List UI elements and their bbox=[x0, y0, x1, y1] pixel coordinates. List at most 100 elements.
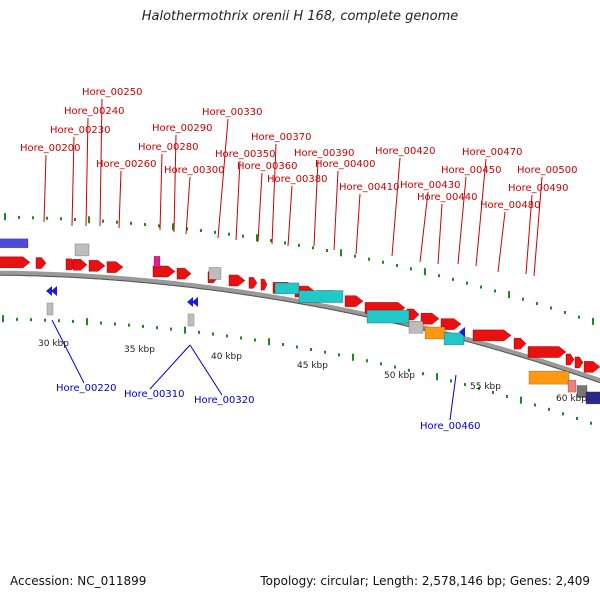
tick-mark bbox=[60, 217, 62, 221]
gene-box bbox=[528, 370, 570, 385]
reverse-arrow bbox=[187, 297, 193, 307]
gene-box bbox=[46, 302, 54, 316]
gene-label-hore-00500[interactable]: Hore_00500 bbox=[517, 165, 578, 176]
tick-mark bbox=[452, 277, 454, 281]
gene-label-hore-00280[interactable]: Hore_00280 bbox=[138, 142, 199, 153]
leader-line bbox=[355, 193, 361, 255]
leader-line bbox=[287, 185, 293, 247]
tick-mark bbox=[536, 302, 538, 306]
gene-label-hore-00330[interactable]: Hore_00330 bbox=[202, 107, 263, 118]
tick-mark bbox=[46, 216, 48, 220]
gene-label-hore-00490[interactable]: Hore_00490 bbox=[508, 183, 569, 194]
tick-mark bbox=[44, 318, 46, 322]
label-leader-lines bbox=[43, 98, 543, 421]
leader-line bbox=[185, 176, 191, 235]
gene-label-hore-00320[interactable]: Hore_00320 bbox=[194, 395, 255, 406]
tick-mark bbox=[590, 421, 592, 425]
scale-label: 35 kbp bbox=[124, 345, 155, 355]
tick-mark bbox=[198, 330, 200, 334]
tick-mark bbox=[354, 254, 356, 258]
backbone-shadow bbox=[0, 274, 600, 384]
leader-line bbox=[475, 158, 487, 267]
cds-arrow bbox=[527, 346, 567, 358]
leader-line bbox=[333, 170, 339, 251]
tick-mark bbox=[422, 372, 424, 376]
tick-mark bbox=[184, 326, 186, 334]
gene-label-hore-00470[interactable]: Hore_00470 bbox=[462, 147, 523, 158]
tick-mark bbox=[564, 310, 566, 314]
tick-mark bbox=[550, 306, 552, 310]
tick-mark bbox=[30, 318, 32, 322]
gene-label-hore-00430[interactable]: Hore_00430 bbox=[400, 180, 461, 191]
tick-mark bbox=[340, 249, 342, 257]
tick-mark bbox=[268, 338, 270, 346]
genome-summary-text: Topology: circular; Length: 2,578,146 bp… bbox=[260, 574, 590, 588]
gene-label-hore-00290[interactable]: Hore_00290 bbox=[152, 123, 213, 134]
tick-mark bbox=[410, 267, 412, 271]
tick-mark bbox=[438, 274, 440, 278]
rna-box bbox=[366, 309, 410, 324]
scale-label: 45 kbp bbox=[297, 361, 328, 371]
tick-mark bbox=[282, 343, 284, 347]
tick-mark bbox=[186, 227, 188, 231]
gene-label-hore-00360[interactable]: Hore_00360 bbox=[237, 161, 298, 172]
gene-label-hore-00230[interactable]: Hore_00230 bbox=[50, 125, 111, 136]
tick-mark bbox=[240, 336, 242, 340]
leader-line bbox=[149, 344, 191, 390]
tick-mark bbox=[58, 319, 60, 323]
gene-label-hore-00200[interactable]: Hore_00200 bbox=[20, 143, 81, 154]
gene-label-hore-00260[interactable]: Hore_00260 bbox=[96, 159, 157, 170]
gene-label-hore-00450[interactable]: Hore_00450 bbox=[441, 165, 502, 176]
tick-mark bbox=[130, 221, 132, 225]
gene-label-hore-00250[interactable]: Hore_00250 bbox=[82, 87, 143, 98]
gene-label-hore-00440[interactable]: Hore_00440 bbox=[417, 192, 478, 203]
tick-mark bbox=[200, 229, 202, 233]
leader-line bbox=[43, 154, 47, 223]
gene-label-hore-00390[interactable]: Hore_00390 bbox=[294, 148, 355, 159]
cds-arrow bbox=[472, 329, 512, 342]
tick-mark bbox=[214, 230, 216, 234]
tick-mark bbox=[2, 315, 4, 323]
gene-label-hore-00400[interactable]: Hore_00400 bbox=[315, 159, 376, 170]
tick-mark bbox=[242, 234, 244, 238]
cds-arrow bbox=[106, 261, 124, 273]
gene-label-hore-00480[interactable]: Hore_00480 bbox=[480, 200, 541, 211]
tick-mark bbox=[86, 318, 88, 326]
gene-label-hore-00380[interactable]: Hore_00380 bbox=[267, 174, 328, 185]
gene-label-hore-00420[interactable]: Hore_00420 bbox=[375, 146, 436, 157]
tick-mark bbox=[102, 219, 104, 223]
gene-label-hore-00410[interactable]: Hore_00410 bbox=[339, 182, 400, 193]
rna-box bbox=[0, 238, 29, 249]
leader-line bbox=[257, 172, 263, 243]
cds-arrow bbox=[513, 337, 527, 350]
map-title: Halothermothrix orenii H 168, complete g… bbox=[141, 9, 459, 24]
tick-mark bbox=[114, 322, 116, 326]
tick-mark bbox=[310, 347, 312, 351]
gene-label-hore-00350[interactable]: Hore_00350 bbox=[215, 149, 276, 160]
gene-label-hore-00220[interactable]: Hore_00220 bbox=[56, 383, 117, 394]
tick-mark bbox=[88, 216, 90, 224]
tick-mark bbox=[394, 365, 396, 369]
outer-tick-ring bbox=[4, 213, 594, 325]
tick-mark bbox=[506, 394, 508, 398]
cds-arrow bbox=[574, 356, 584, 369]
gene-label-hore-00240[interactable]: Hore_00240 bbox=[64, 106, 125, 117]
tick-mark bbox=[324, 350, 326, 354]
leader-line bbox=[497, 211, 506, 273]
gene-label-hore-00300[interactable]: Hore_00300 bbox=[164, 165, 225, 176]
tick-mark bbox=[478, 386, 480, 390]
leader-line bbox=[271, 143, 277, 245]
rna-box bbox=[274, 282, 300, 295]
gene-label-hore-00310[interactable]: Hore_00310 bbox=[124, 389, 185, 400]
leader-line bbox=[189, 344, 223, 396]
gene-label-hore-00370[interactable]: Hore_00370 bbox=[251, 132, 312, 143]
inner-tick-ring bbox=[2, 315, 592, 425]
leader-line bbox=[419, 191, 429, 263]
tick-mark bbox=[494, 289, 496, 293]
leader-line bbox=[85, 117, 89, 227]
cds-arrow bbox=[420, 313, 440, 325]
gene-label-hore-00460[interactable]: Hore_00460 bbox=[420, 421, 481, 432]
reverse-arrow bbox=[51, 286, 57, 296]
tick-mark bbox=[212, 332, 214, 336]
